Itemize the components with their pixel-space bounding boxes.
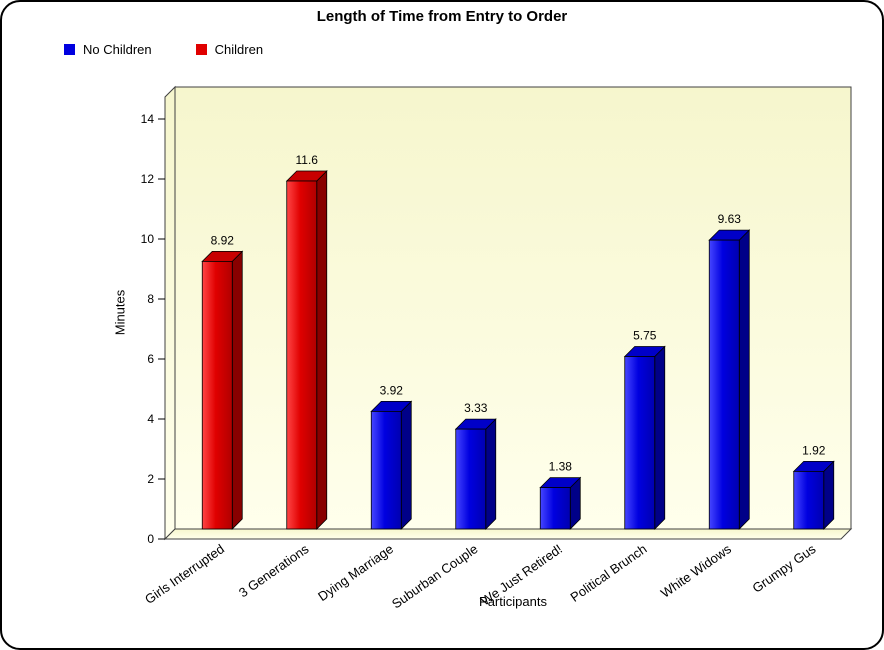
bar-side-face	[823, 460, 835, 530]
bar-front-face	[286, 180, 318, 530]
bar-side-face	[738, 229, 750, 530]
bar-side-face	[316, 170, 328, 530]
bar-side-face	[400, 400, 412, 530]
bar-suburban-couple: 3.33	[454, 401, 497, 530]
y-tick-label: 10	[141, 232, 155, 246]
bar-value-label: 1.38	[549, 460, 573, 474]
plot-left-wall	[164, 85, 176, 541]
y-tick-label: 14	[141, 112, 155, 126]
bar-political-brunch: 5.75	[623, 329, 666, 530]
bar-value-label: 8.92	[211, 233, 235, 247]
category-label: 3 Generations	[236, 541, 312, 600]
legend-item-no-children: No Children	[64, 42, 152, 57]
y-tick-label: 8	[147, 292, 154, 306]
y-tick-label: 2	[147, 472, 154, 486]
bar-value-label: 3.92	[380, 383, 404, 397]
bar-we-just-retired-: 1.38	[539, 460, 582, 530]
legend: No Children Children	[64, 42, 263, 57]
category-label: White Widows	[658, 541, 734, 601]
bar-value-label: 11.6	[296, 153, 319, 167]
bar-side-face	[231, 250, 243, 530]
bar-side-face	[485, 418, 497, 530]
bar-value-label: 5.75	[633, 329, 657, 343]
bar-dying-marriage: 3.92	[370, 383, 413, 530]
plot-floor	[163, 528, 853, 540]
bar-front-face	[793, 470, 825, 530]
category-label: Grumpy Gus	[750, 541, 819, 596]
bar-3-generations: 11.6	[285, 153, 328, 530]
bar-girls-interrupted: 8.92	[201, 233, 244, 530]
legend-label: Children	[214, 42, 264, 57]
bar-side-face	[654, 345, 666, 530]
y-axis-title: Minutes	[112, 289, 128, 336]
bar-value-label: 1.92	[802, 443, 826, 457]
y-tick-label: 6	[147, 352, 154, 366]
legend-swatch-icon	[195, 44, 207, 55]
y-tick-label: 4	[147, 412, 154, 426]
bar-value-label: 3.33	[464, 401, 488, 415]
bar-value-label: 9.63	[718, 212, 742, 226]
y-tick-label: 0	[147, 532, 154, 546]
x-axis-title: Participants	[479, 594, 547, 609]
bar-front-face	[455, 428, 487, 530]
bar-white-widows: 9.63	[708, 212, 751, 530]
bar-front-face	[370, 410, 402, 530]
bar-front-face	[708, 239, 740, 530]
y-tick-label: 12	[141, 172, 155, 186]
bar-front-face	[539, 487, 571, 530]
legend-swatch-icon	[64, 44, 75, 55]
bar-front-face	[201, 260, 233, 530]
chart-title: Length of Time from Entry to Order	[316, 8, 568, 25]
bar-grumpy-gus: 1.92	[792, 443, 835, 530]
bar-front-face	[624, 356, 656, 530]
legend-label: No Children	[83, 42, 152, 57]
legend-item-children: Children	[195, 42, 264, 57]
